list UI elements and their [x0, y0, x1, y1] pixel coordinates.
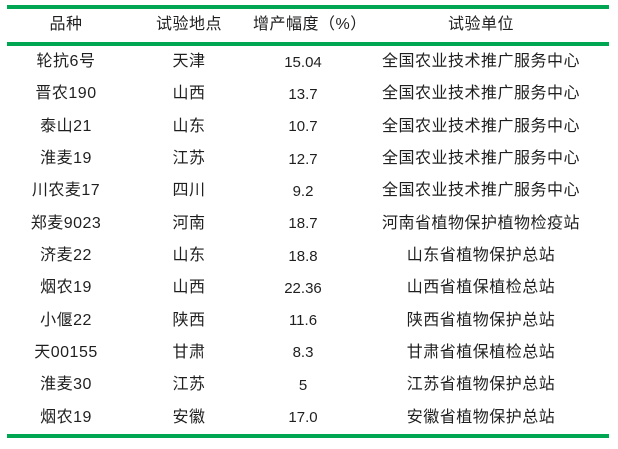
cell-location: 山西 — [172, 85, 206, 103]
table-row: 郑麦9023 河南 18.7 河南省植物保护植物检疫站 — [7, 208, 609, 240]
table-row: 晋农190 山西 13.7 全国农业技术推广服务中心 — [7, 78, 609, 110]
table-rule-bottom — [7, 433, 609, 438]
cell-increase: 22.36 — [284, 279, 322, 297]
cell-location: 山西 — [172, 279, 206, 297]
cell-unit: 全国农业技术推广服务中心 — [381, 52, 580, 70]
cell-unit: 江苏省植物保护总站 — [406, 376, 556, 394]
cell-variety: 天00155 — [34, 343, 98, 361]
results-table: 品种 试验地点 增产幅度（%） 试验单位 轮抗6号 天津 15.04 全国农业技… — [7, 5, 609, 438]
cell-unit: 河南省植物保护植物检疫站 — [381, 214, 580, 232]
cell-location: 四川 — [172, 182, 206, 200]
cell-increase: 13.7 — [288, 85, 318, 103]
table-row: 川农麦17 四川 9.2 全国农业技术推广服务中心 — [7, 175, 609, 207]
cell-location: 江苏 — [172, 376, 206, 394]
header-cell-location: 试验地点 — [155, 16, 222, 34]
cell-increase: 5 — [298, 376, 308, 394]
cell-variety: 泰山21 — [40, 117, 92, 135]
cell-location: 河南 — [172, 214, 206, 232]
cell-location: 安徽 — [172, 408, 206, 426]
table-row: 轮抗6号 天津 15.04 全国农业技术推广服务中心 — [7, 46, 609, 78]
cell-increase: 10.7 — [288, 118, 318, 136]
cell-location: 甘肃 — [172, 343, 206, 361]
cell-location: 山东 — [172, 117, 206, 135]
table-row: 淮麦19 江苏 12.7 全国农业技术推广服务中心 — [7, 143, 609, 175]
cell-unit: 山西省植保植检总站 — [406, 279, 556, 297]
cell-increase: 15.04 — [284, 53, 322, 71]
cell-variety: 淮麦30 — [40, 376, 92, 394]
cell-increase: 8.3 — [292, 344, 314, 362]
cell-increase: 18.8 — [288, 247, 318, 265]
table-body: 轮抗6号 天津 15.04 全国农业技术推广服务中心 晋农190 山西 13.7… — [7, 46, 609, 434]
cell-location: 山东 — [172, 246, 206, 264]
table-row: 济麦22 山东 18.8 山东省植物保护总站 — [7, 240, 609, 272]
cell-increase: 17.0 — [288, 409, 318, 427]
cell-variety: 烟农19 — [40, 408, 92, 426]
cell-variety: 晋农190 — [35, 85, 97, 103]
cell-variety: 小偃22 — [40, 311, 92, 329]
cell-unit: 甘肃省植保植检总站 — [406, 343, 556, 361]
cell-unit: 全国农业技术推广服务中心 — [381, 117, 580, 135]
cell-unit: 全国农业技术推广服务中心 — [381, 149, 580, 167]
cell-variety: 郑麦9023 — [30, 214, 102, 232]
cell-unit: 安徽省植物保护总站 — [406, 408, 556, 426]
cell-location: 天津 — [172, 52, 206, 70]
header-cell-unit: 试验单位 — [447, 16, 514, 34]
header-cell-variety: 品种 — [49, 16, 83, 34]
cell-increase: 9.2 — [292, 182, 314, 200]
table-header-row: 品种 试验地点 增产幅度（%） 试验单位 — [7, 9, 609, 42]
cell-variety: 烟农19 — [40, 279, 92, 297]
cell-increase: 11.6 — [288, 312, 318, 330]
table-row: 天00155 甘肃 8.3 甘肃省植保植检总站 — [7, 337, 609, 369]
table-row: 小偃22 陕西 11.6 陕西省植物保护总站 — [7, 305, 609, 337]
cell-unit: 陕西省植物保护总站 — [406, 311, 556, 329]
cell-variety: 济麦22 — [40, 246, 92, 264]
table-row: 淮麦30 江苏 5 江苏省植物保护总站 — [7, 369, 609, 401]
cell-increase: 18.7 — [288, 215, 318, 233]
table-rule-header — [7, 42, 609, 46]
cell-unit: 山东省植物保护总站 — [406, 246, 556, 264]
cell-variety: 淮麦19 — [40, 149, 92, 167]
cell-location: 江苏 — [172, 149, 206, 167]
cell-location: 陕西 — [172, 311, 206, 329]
cell-unit: 全国农业技术推广服务中心 — [381, 182, 580, 200]
cell-variety: 轮抗6号 — [36, 52, 96, 70]
cell-unit: 全国农业技术推广服务中心 — [381, 85, 580, 103]
table-rule-top — [7, 5, 609, 9]
cell-variety: 川农麦17 — [31, 182, 101, 200]
cell-increase: 12.7 — [288, 150, 318, 168]
header-cell-increase: 增产幅度（%） — [253, 16, 367, 34]
table-row: 烟农19 山西 22.36 山西省植保植检总站 — [7, 272, 609, 304]
table-row: 烟农19 安徽 17.0 安徽省植物保护总站 — [7, 402, 609, 434]
table-row: 泰山21 山东 10.7 全国农业技术推广服务中心 — [7, 111, 609, 143]
